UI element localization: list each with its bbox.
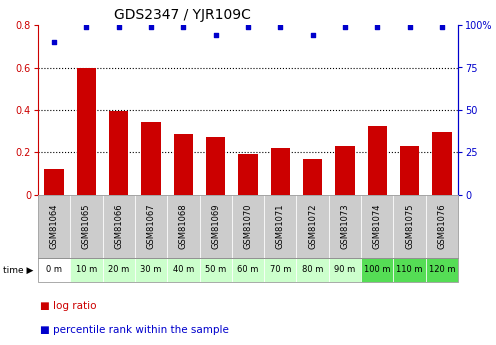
Bar xyxy=(238,154,258,195)
Bar xyxy=(335,146,355,195)
Point xyxy=(309,32,316,38)
Text: 80 m: 80 m xyxy=(302,266,323,275)
Bar xyxy=(174,135,193,195)
Bar xyxy=(303,159,322,195)
Text: 110 m: 110 m xyxy=(396,266,423,275)
Point xyxy=(212,32,220,38)
Text: 100 m: 100 m xyxy=(364,266,390,275)
Text: 70 m: 70 m xyxy=(270,266,291,275)
Point xyxy=(82,24,90,29)
Bar xyxy=(206,137,225,195)
Text: time ▶: time ▶ xyxy=(2,266,33,275)
Point xyxy=(406,24,414,29)
Point xyxy=(373,24,381,29)
Bar xyxy=(109,111,128,195)
Text: 40 m: 40 m xyxy=(173,266,194,275)
Text: GSM81075: GSM81075 xyxy=(405,204,414,249)
Text: 0 m: 0 m xyxy=(46,266,62,275)
Text: 30 m: 30 m xyxy=(140,266,162,275)
Bar xyxy=(400,146,419,195)
Text: ■ percentile rank within the sample: ■ percentile rank within the sample xyxy=(41,325,229,335)
Text: GSM81068: GSM81068 xyxy=(179,204,188,249)
Text: GSM81064: GSM81064 xyxy=(50,204,59,249)
Bar xyxy=(45,169,64,195)
Point xyxy=(147,24,155,29)
Text: GSM81074: GSM81074 xyxy=(372,204,382,249)
Text: GSM81070: GSM81070 xyxy=(244,204,252,249)
Text: GSM81065: GSM81065 xyxy=(82,204,91,249)
Point xyxy=(276,24,284,29)
Text: GDS2347 / YJR109C: GDS2347 / YJR109C xyxy=(114,8,250,21)
Point xyxy=(341,24,349,29)
Text: GSM81073: GSM81073 xyxy=(340,204,349,249)
Text: 20 m: 20 m xyxy=(108,266,129,275)
Text: 120 m: 120 m xyxy=(429,266,455,275)
Text: GSM81071: GSM81071 xyxy=(276,204,285,249)
Bar xyxy=(368,126,387,195)
Text: 10 m: 10 m xyxy=(76,266,97,275)
Text: 50 m: 50 m xyxy=(205,266,226,275)
Text: GSM81072: GSM81072 xyxy=(308,204,317,249)
Point xyxy=(180,24,187,29)
Text: GSM81066: GSM81066 xyxy=(114,204,124,249)
Bar xyxy=(141,122,161,195)
Text: 90 m: 90 m xyxy=(334,266,356,275)
Point xyxy=(438,24,446,29)
Text: GSM81076: GSM81076 xyxy=(437,204,446,249)
Bar xyxy=(77,68,96,195)
Point xyxy=(115,24,123,29)
Point xyxy=(244,24,252,29)
Text: 60 m: 60 m xyxy=(237,266,259,275)
Text: ■ log ratio: ■ log ratio xyxy=(41,301,97,311)
Bar xyxy=(271,148,290,195)
Bar xyxy=(432,132,451,195)
Text: GSM81067: GSM81067 xyxy=(147,204,156,249)
Text: GSM81069: GSM81069 xyxy=(211,204,220,249)
Point xyxy=(50,39,58,45)
